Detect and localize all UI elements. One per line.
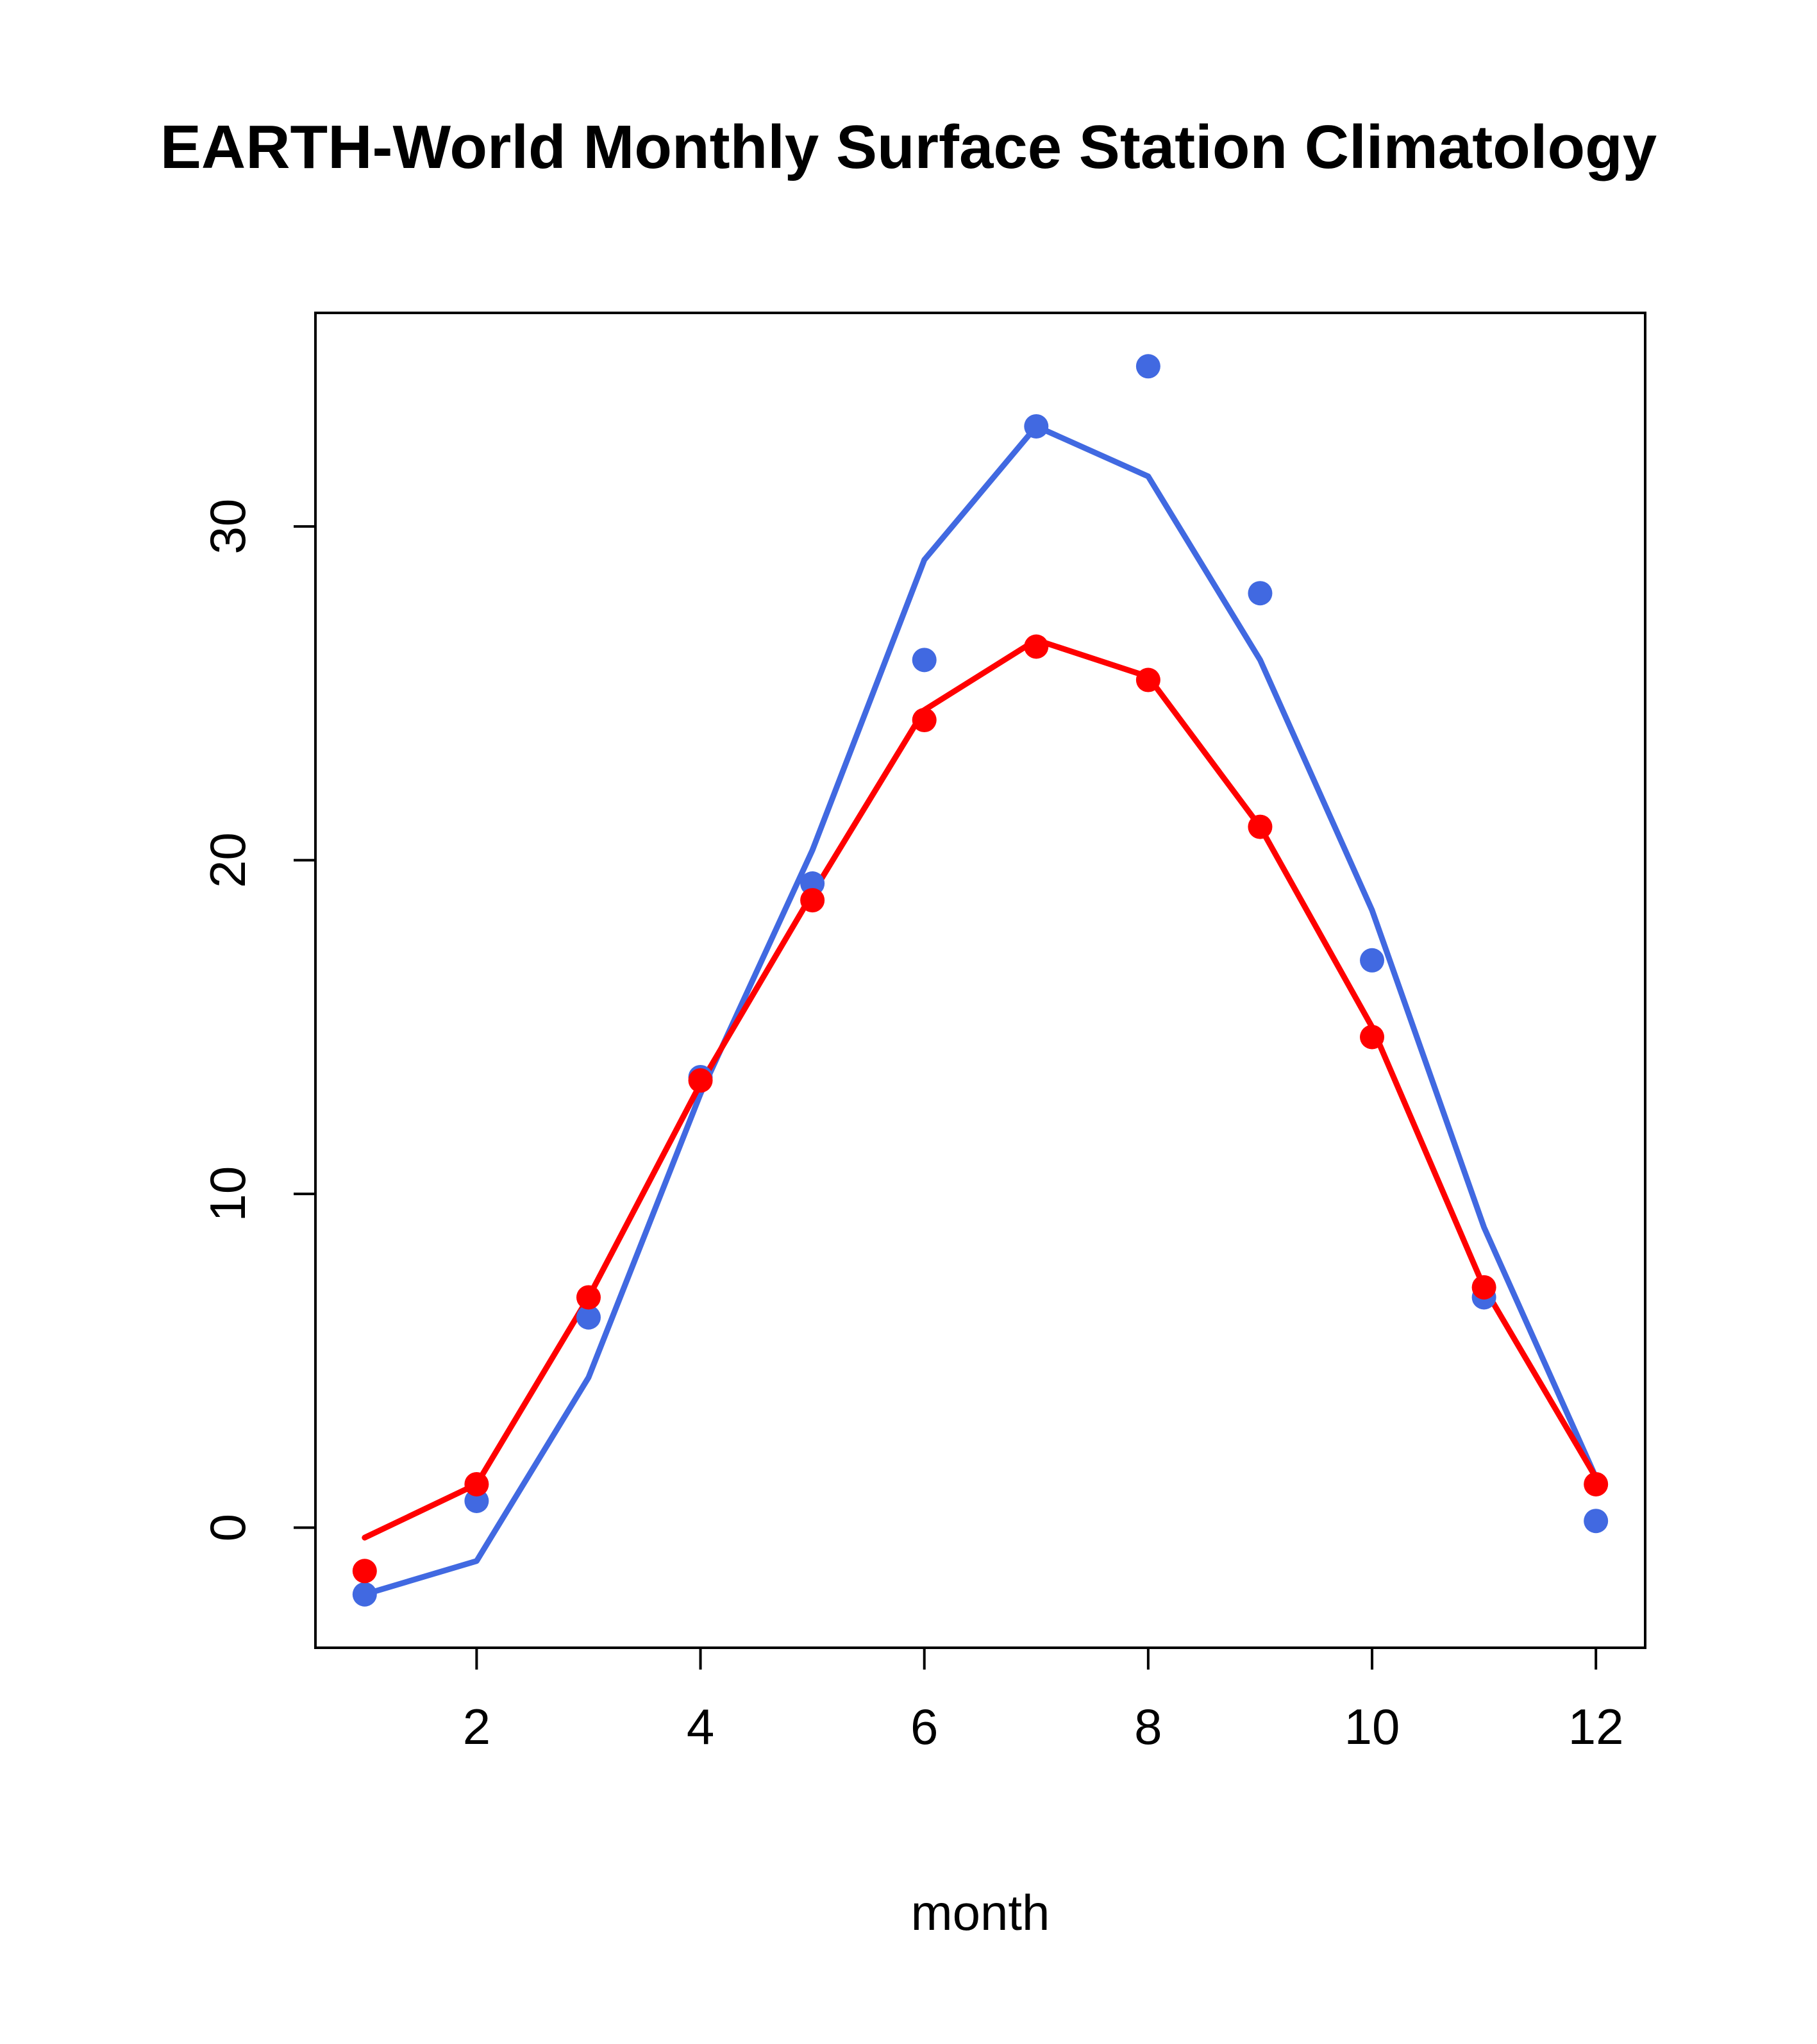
x-axis-label: month xyxy=(911,1884,1050,1941)
plot-box xyxy=(314,312,1646,1649)
data-point-climatology-red-month-6 xyxy=(912,708,937,733)
data-point-climatology-red-month-12 xyxy=(1584,1471,1609,1496)
data-point-station-observations-blue-month-3 xyxy=(576,1305,601,1330)
series-points-group xyxy=(352,354,1609,1607)
x-tick-label: 2 xyxy=(463,1698,490,1755)
data-point-station-observations-blue-month-10 xyxy=(1360,948,1385,973)
series-lines-group xyxy=(362,423,1599,1598)
data-point-station-observations-blue-month-8 xyxy=(1135,354,1160,379)
x-tick-label: 10 xyxy=(1344,1698,1400,1755)
data-point-station-observations-blue-month-6 xyxy=(912,648,937,673)
x-tick-label: 6 xyxy=(910,1698,938,1755)
data-point-climatology-red-month-7 xyxy=(1024,634,1049,659)
data-point-climatology-red-month-1 xyxy=(352,1559,377,1584)
y-axis-ticks-group: 0 10 20 30 xyxy=(199,499,315,1541)
data-point-climatology-red-month-10 xyxy=(1360,1025,1385,1050)
data-point-climatology-red-month-3 xyxy=(576,1285,601,1310)
plot-box-group xyxy=(314,312,1646,1649)
x-axis-ticks-group: 2 4 6 8 10 12 xyxy=(463,1648,1624,1755)
data-point-station-observations-blue-month-12 xyxy=(1584,1509,1609,1534)
data-point-climatology-red-month-11 xyxy=(1471,1275,1496,1300)
series-line-climatology-red xyxy=(362,637,1599,1541)
data-point-climatology-red-month-9 xyxy=(1248,814,1273,839)
y-tick-label: 0 xyxy=(199,1514,256,1541)
y-tick-label: 10 xyxy=(199,1166,256,1222)
data-point-station-observations-blue-month-7 xyxy=(1024,414,1049,439)
chart-title: EARTH-World Monthly Surface Station Clim… xyxy=(160,113,1657,181)
y-tick-label: 20 xyxy=(199,832,256,888)
y-tick-label: 30 xyxy=(199,499,256,555)
data-point-climatology-red-month-5 xyxy=(800,888,825,913)
series-line-station-observations-blue xyxy=(362,423,1599,1598)
x-tick-label: 4 xyxy=(687,1698,714,1755)
data-point-climatology-red-month-8 xyxy=(1135,667,1160,692)
data-point-station-observations-blue-month-9 xyxy=(1248,581,1273,606)
x-tick-label: 12 xyxy=(1568,1698,1624,1755)
x-tick-label: 8 xyxy=(1134,1698,1162,1755)
data-point-climatology-red-month-2 xyxy=(464,1471,489,1496)
data-point-climatology-red-month-4 xyxy=(688,1068,713,1093)
data-point-station-observations-blue-month-2 xyxy=(464,1488,489,1513)
data-point-station-observations-blue-month-1 xyxy=(352,1582,377,1607)
data-point-station-observations-blue-month-5 xyxy=(800,871,825,896)
